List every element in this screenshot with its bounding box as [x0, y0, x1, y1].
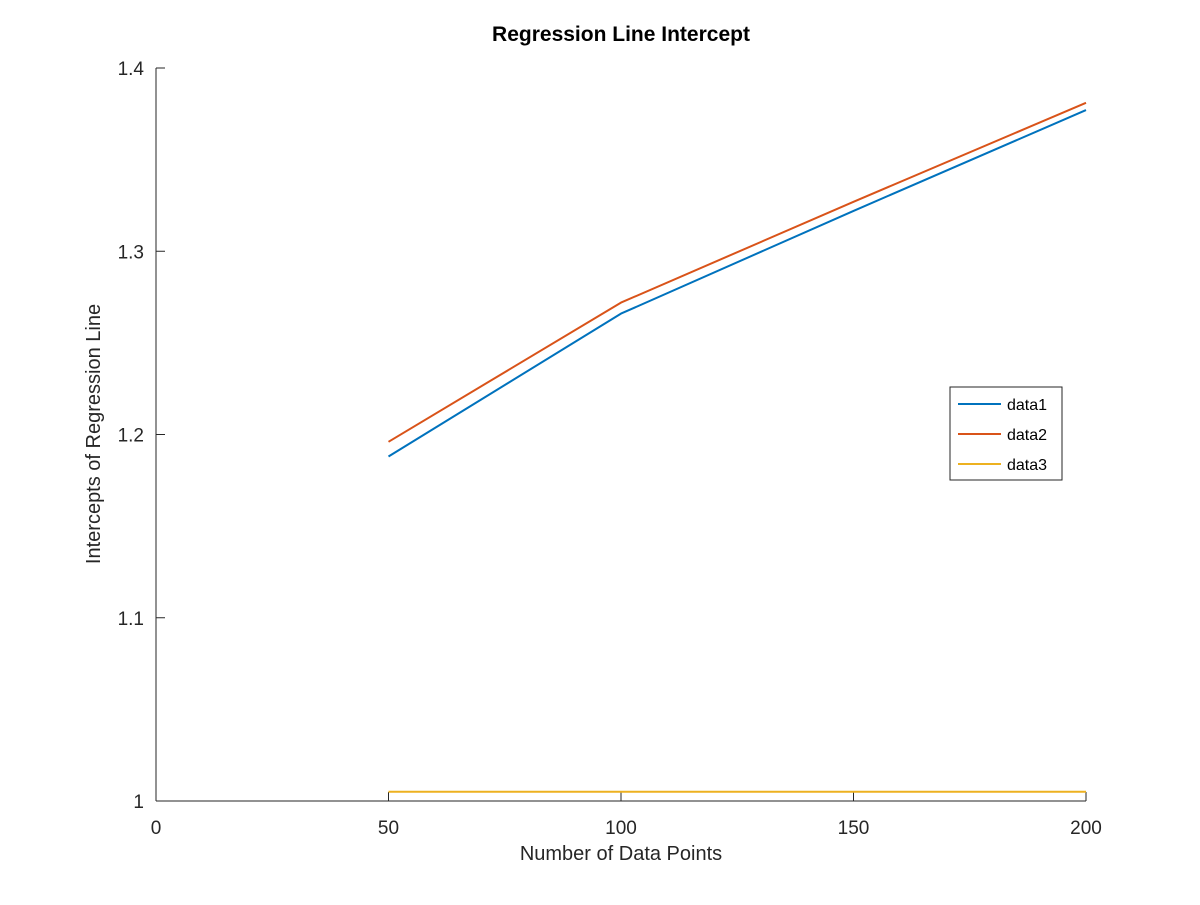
series-line-data2	[387, 101, 1087, 443]
x-tick-label: 150	[838, 818, 870, 839]
chart-title: Regression Line Intercept	[492, 23, 750, 46]
series-line-data1	[387, 109, 1087, 458]
x-tick-label: 100	[605, 818, 637, 839]
y-tick-label: 1.2	[118, 426, 144, 447]
x-axis-label: Number of Data Points	[520, 843, 722, 865]
legend: data1 data2 data3	[949, 386, 1063, 481]
x-tick-label: 200	[1070, 818, 1102, 839]
y-tick-label: 1.3	[118, 242, 144, 263]
axes: 0 50 100 150 200 1 1.1 1.2 1.3 1.4	[118, 59, 1102, 839]
y-tick-label: 1.1	[118, 609, 144, 630]
legend-label-data2: data2	[1007, 427, 1047, 444]
y-tick-label: 1	[133, 792, 144, 813]
series-layer	[387, 101, 1087, 793]
y-axis-label: Intercepts of Regression Line	[83, 304, 105, 564]
legend-label-data3: data3	[1007, 457, 1047, 474]
y-tick-label: 1.4	[118, 59, 145, 80]
x-tick-label: 0	[151, 818, 162, 839]
x-tick-label: 50	[378, 818, 399, 839]
legend-label-data1: data1	[1007, 397, 1047, 414]
